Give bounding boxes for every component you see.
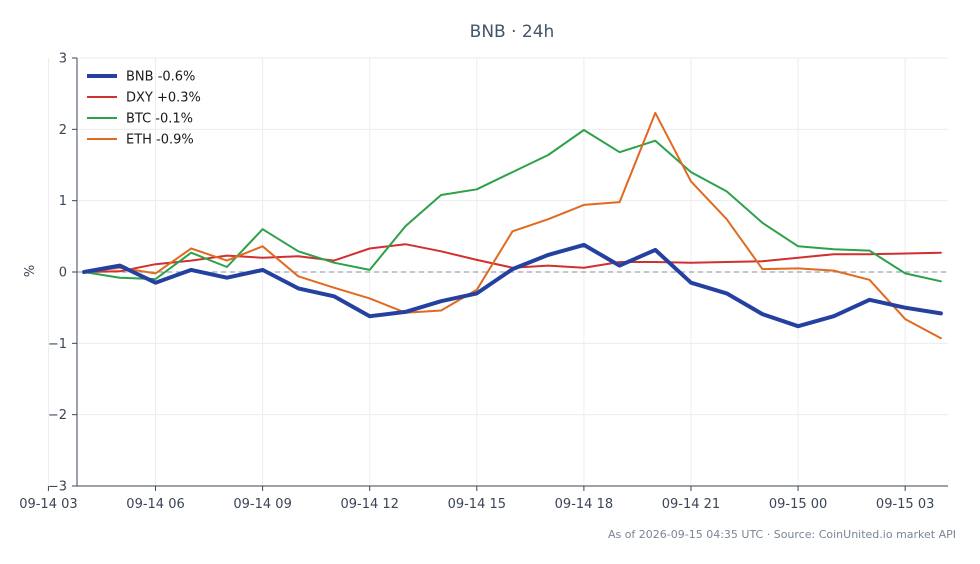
y-tick-label: 2 xyxy=(59,123,67,138)
legend: BNB -0.6% DXY +0.3% BTC -0.1% ETH -0.9% xyxy=(87,70,201,148)
series-lines xyxy=(82,111,943,340)
y-axis-ticks: 3 2 1 0 −1 −2 −3 xyxy=(48,52,77,495)
x-tick-label: 09-14 09 xyxy=(233,497,291,512)
series-line-bnb xyxy=(82,242,943,329)
legend-label-btc: BTC -0.1% xyxy=(126,112,193,127)
footer-note: As of 2026-09-15 04:35 UTC · Source: Coi… xyxy=(608,528,956,541)
y-tick-label: −1 xyxy=(48,337,67,352)
legend-label-dxy: DXY +0.3% xyxy=(126,91,201,106)
series-line-eth xyxy=(83,111,942,340)
y-tick-label: 0 xyxy=(59,266,67,281)
x-tick-label: 09-14 15 xyxy=(448,497,506,512)
x-tick-label: 09-14 12 xyxy=(340,497,398,512)
series-line-btc xyxy=(83,129,942,283)
x-tick-label: 09-15 00 xyxy=(769,497,827,512)
legend-label-eth: ETH -0.9% xyxy=(126,133,194,148)
y-axis-label: % xyxy=(23,265,38,277)
legend-label-bnb: BNB -0.6% xyxy=(126,70,195,85)
x-tick-label: 09-14 21 xyxy=(662,497,720,512)
x-tick-label: 09-14 06 xyxy=(126,497,184,512)
x-axis-ticks: 09-14 03 09-14 06 09-14 09 09-14 12 09-14 15… xyxy=(19,486,934,512)
x-tick-label: 09-14 03 xyxy=(19,497,77,512)
chart-title: BNB · 24h xyxy=(470,22,555,42)
x-tick-label: 09-14 18 xyxy=(555,497,613,512)
y-tick-label: 3 xyxy=(59,52,67,67)
x-tick-label: 09-15 03 xyxy=(876,497,934,512)
y-tick-label: −2 xyxy=(48,408,67,423)
y-tick-label: −3 xyxy=(48,480,67,495)
y-tick-label: 1 xyxy=(59,194,67,209)
